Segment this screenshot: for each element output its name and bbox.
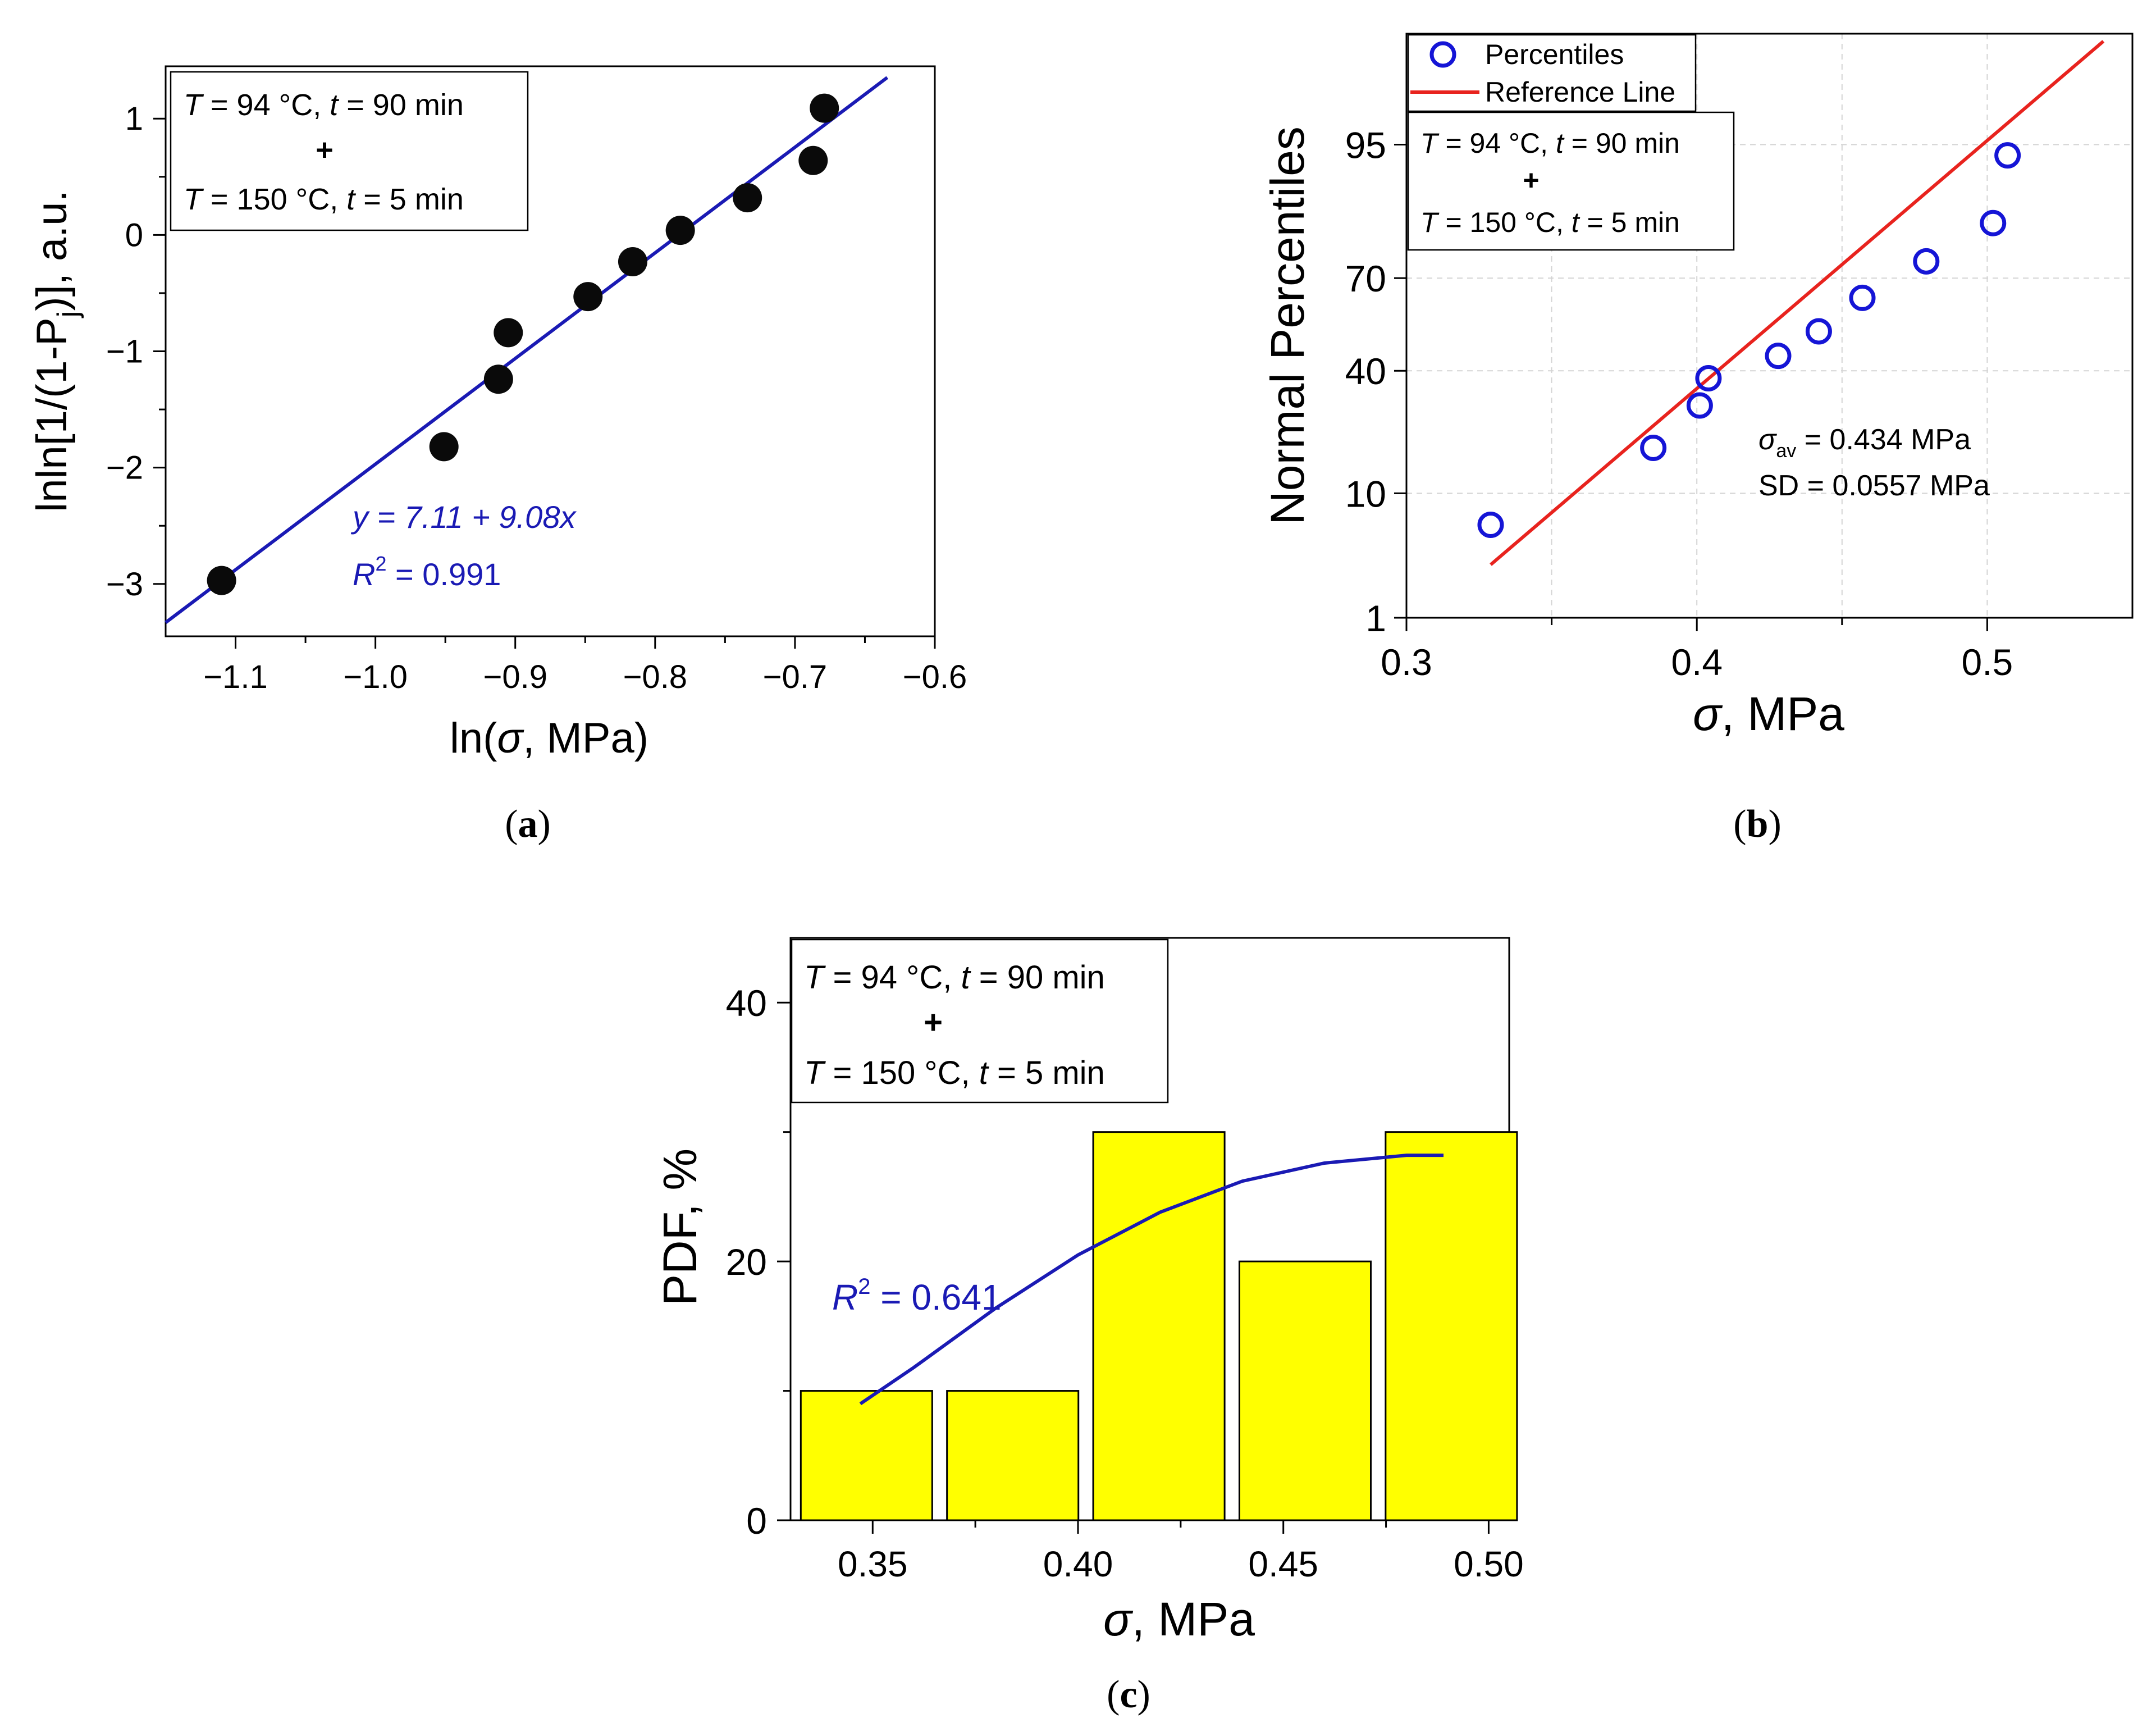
- panel-b-data-point: [1980, 209, 2007, 236]
- panel-a-condition-line1: T = 94 °C, t = 90 min: [184, 88, 464, 122]
- panel-a-condition-plus: +: [316, 133, 334, 167]
- panel-a-data-point: [798, 145, 828, 175]
- panel-a: −1.1 −1.0 −0.9 −0.8 −0.7 −0.6 −3 −2 −1 0 1 T = 94…: [28, 65, 967, 846]
- panel-b-y-tick-label: 40: [1345, 350, 1386, 392]
- panel-c: 0.35 0.40 0.45 0.50 0 20 40 T = 94 °C, t = 90…: [654, 937, 1524, 1716]
- panel-b-data-point: [1849, 284, 1876, 311]
- panel-b-label: (b): [1733, 803, 1782, 846]
- panel-b-legend-percentiles-marker: [1429, 41, 1456, 68]
- panel-c-condition-line2: T = 150 °C, t = 5 min: [804, 1055, 1105, 1091]
- panel-a-data-point: [810, 93, 839, 123]
- panel-b-legend: Percentiles Reference Line: [1407, 34, 1697, 112]
- panel-b-x-tick-label: 0.5: [1962, 641, 2013, 683]
- panel-b-data-point: [1477, 512, 1504, 539]
- panel-a-r2: R2 = 0.991: [353, 552, 501, 592]
- panel-a-data-point: [573, 282, 603, 312]
- panel-b-legend-reference: Reference Line: [1485, 76, 1675, 108]
- panel-c-x-tick-label: 0.35: [838, 1544, 908, 1584]
- panel-a-x-tick-label: −1.0: [343, 659, 408, 695]
- panel-c-r2: R2 = 0.641: [832, 1274, 1002, 1318]
- panel-a-data-point: [733, 183, 762, 213]
- panel-b-data-point: [1640, 434, 1667, 461]
- panel-a-data-point: [429, 432, 459, 462]
- panel-c-y-axis-label: PDF, %: [654, 1148, 706, 1306]
- panel-c-y-tick-label: 40: [726, 982, 767, 1024]
- panel-b-condition-plus: +: [1523, 165, 1539, 196]
- panel-c-y-tick-label: 0: [746, 1500, 767, 1542]
- panel-c-x-tick-label: 0.50: [1454, 1544, 1524, 1584]
- panel-b-condition-box: T = 94 °C, t = 90 min + T = 150 °C, t = …: [1407, 111, 1735, 251]
- panel-c-condition-plus: +: [924, 1004, 943, 1041]
- panel-c-bar: [800, 1390, 933, 1521]
- panel-c-bar: [1238, 1260, 1372, 1521]
- panel-a-x-tick-label: −1.1: [203, 659, 268, 695]
- panel-b-condition-line1: T = 94 °C, t = 90 min: [1420, 127, 1680, 159]
- panel-c-x-tick-label: 0.45: [1248, 1544, 1318, 1584]
- panel-c-bar: [1385, 1131, 1518, 1521]
- panel-b-condition-line2: T = 150 °C, t = 5 min: [1420, 207, 1680, 238]
- panel-a-x-tick-label: −0.9: [483, 659, 547, 695]
- panel-b-sd: SD = 0.0557 MPa: [1758, 470, 1990, 502]
- panel-c-y-tick-label: 20: [726, 1241, 767, 1283]
- panel-b-data-point: [1994, 142, 2021, 169]
- panel-a-condition-box: T = 94 °C, t = 90 min + T = 150 °C, t = …: [170, 71, 529, 231]
- panel-a-data-point: [665, 216, 695, 245]
- panel-a-y-tick-label: 0: [125, 217, 143, 253]
- panel-b-reference-line: [1490, 40, 2105, 566]
- panel-b-y-tick-label: 70: [1345, 258, 1386, 299]
- panel-b-plot-frame: [1405, 33, 2134, 619]
- panel-a-y-tick-label: −2: [106, 450, 143, 486]
- panel-c-x-tick-label: 0.40: [1043, 1544, 1113, 1584]
- panel-a-data-point: [207, 566, 236, 595]
- panel-b-data-point: [1765, 343, 1792, 370]
- panel-b-data-point: [1686, 392, 1713, 419]
- panel-c-condition-line1: T = 94 °C, t = 90 min: [804, 959, 1105, 996]
- panel-a-data-point: [483, 364, 513, 394]
- panel-a-y-tick-label: 1: [125, 101, 143, 137]
- panel-c-fit-curve: [859, 1154, 1444, 1406]
- panel-b-y-tick-label: 1: [1365, 598, 1386, 639]
- panel-b-legend-percentiles: Percentiles: [1485, 39, 1624, 70]
- panel-b-x-tick-label: 0.4: [1671, 641, 1723, 683]
- panel-c-label: (c): [1107, 1673, 1150, 1716]
- panel-a-equation: y = 7.11 + 9.08x: [350, 499, 577, 535]
- panel-a-x-tick-label: −0.8: [623, 659, 688, 695]
- panel-c-bar: [946, 1390, 1080, 1521]
- panel-b-x-tick-label: 0.3: [1381, 641, 1432, 683]
- panel-a-data-point: [618, 247, 647, 276]
- panel-b: 0.3 0.4 0.5 1 10 40 70 95 Percentiles Referenc…: [1261, 33, 2134, 846]
- panel-a-fit-line: [165, 76, 889, 624]
- panel-b-y-tick-label: 95: [1345, 125, 1386, 166]
- panel-b-data-point: [1913, 248, 1940, 275]
- panel-a-x-axis-label: ln(σ, MPa): [450, 714, 648, 762]
- panel-a-data-point: [494, 318, 523, 348]
- panel-b-x-axis-label: σ, MPa: [1693, 687, 1844, 740]
- panel-b-y-tick-label: 10: [1345, 473, 1386, 514]
- panel-a-x-tick-label: −0.6: [903, 659, 967, 695]
- panel-b-data-point: [1805, 318, 1832, 345]
- panel-a-condition-line2: T = 150 °C, t = 5 min: [184, 183, 464, 216]
- panel-a-y-axis-label: lnln[1/(1-Pj)], a.u.: [28, 190, 84, 512]
- panel-b-y-axis-label: Normal Percentiles: [1261, 126, 1314, 525]
- panel-c-condition-box: T = 94 °C, t = 90 min + T = 150 °C, t = …: [791, 938, 1169, 1104]
- panel-a-x-tick-label: −0.7: [763, 659, 828, 695]
- panel-a-y-tick-label: −1: [106, 334, 143, 370]
- panel-c-x-axis-label: σ, MPa: [1103, 1593, 1255, 1645]
- panel-b-data-point: [1695, 365, 1722, 392]
- panel-b-sigma-av: σav = 0.434 MPa: [1758, 423, 1971, 462]
- panel-a-y-tick-label: −3: [106, 566, 143, 603]
- panel-a-label: (a): [505, 803, 551, 846]
- panel-c-bar: [1092, 1131, 1226, 1521]
